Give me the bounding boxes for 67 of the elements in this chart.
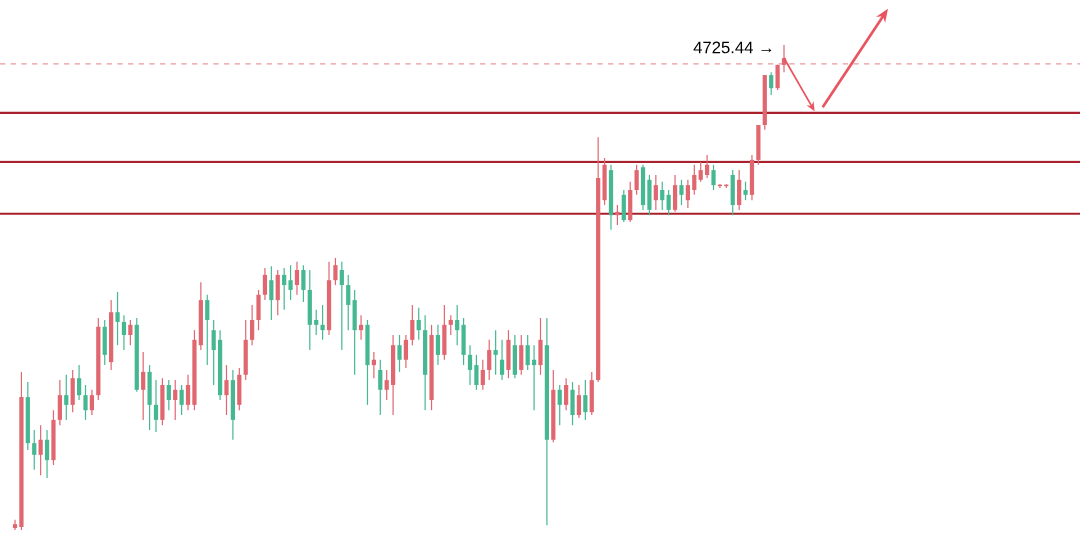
candlestick [743,181,748,201]
candlestick [333,257,338,286]
candlestick [583,379,588,421]
candlestick [769,71,774,96]
candlestick [653,174,658,211]
annotation: 4725.44 → [693,41,772,54]
candlestick [378,359,383,416]
candlestick [455,304,460,346]
candlestick [698,161,703,183]
candlestick [166,379,171,411]
candlestick [435,324,441,366]
candlestick [294,261,300,296]
candlestick [704,154,710,179]
candlestick [576,384,582,419]
candlestick [115,291,120,346]
candlestick [44,429,50,479]
candlestick [679,179,684,206]
candlestick [153,379,159,433]
candlestick [314,309,319,336]
candlestick [557,384,562,426]
candlestick [320,304,325,341]
candlestick [448,314,453,336]
candlestick [76,364,82,401]
candlestick [141,351,146,421]
candlestick [692,164,697,196]
candlestick [775,64,780,91]
candlestick [634,164,639,196]
candlestick [288,264,293,301]
candlestick [525,334,530,371]
candlestick [211,319,216,386]
candlestick [224,364,229,416]
candlestick [173,379,178,421]
candlestick [685,179,690,209]
candlestick [474,354,479,391]
candlestick [282,267,287,311]
candlestick [128,319,133,346]
candlestick [121,314,127,351]
candlestick [38,424,43,476]
candlestick [416,307,421,341]
candlestick [711,164,716,191]
candlestick [410,304,415,346]
candlestick [301,264,306,303]
candlestick [403,334,409,369]
candlestick [487,339,492,381]
candlestick [660,181,665,211]
candlestick [89,389,95,416]
candlestick [179,384,184,416]
candlestick [83,384,88,421]
candlestick [262,267,268,301]
candlestick [339,261,344,351]
candlestick [32,429,37,471]
candlestick [269,265,274,321]
candlestick [564,377,569,411]
candlestick [666,189,671,216]
candlestick [493,329,498,376]
candlestick [64,374,69,421]
candlestick [467,344,473,386]
candlestick [185,374,191,411]
candlestick [615,204,620,226]
candlestick [205,294,210,366]
candlestick [397,334,402,373]
candlestick [250,304,255,346]
candlestick [384,369,389,401]
candlestick [499,339,505,381]
candlestick [12,519,18,531]
candlestick [346,274,351,331]
candlestick [480,359,485,391]
